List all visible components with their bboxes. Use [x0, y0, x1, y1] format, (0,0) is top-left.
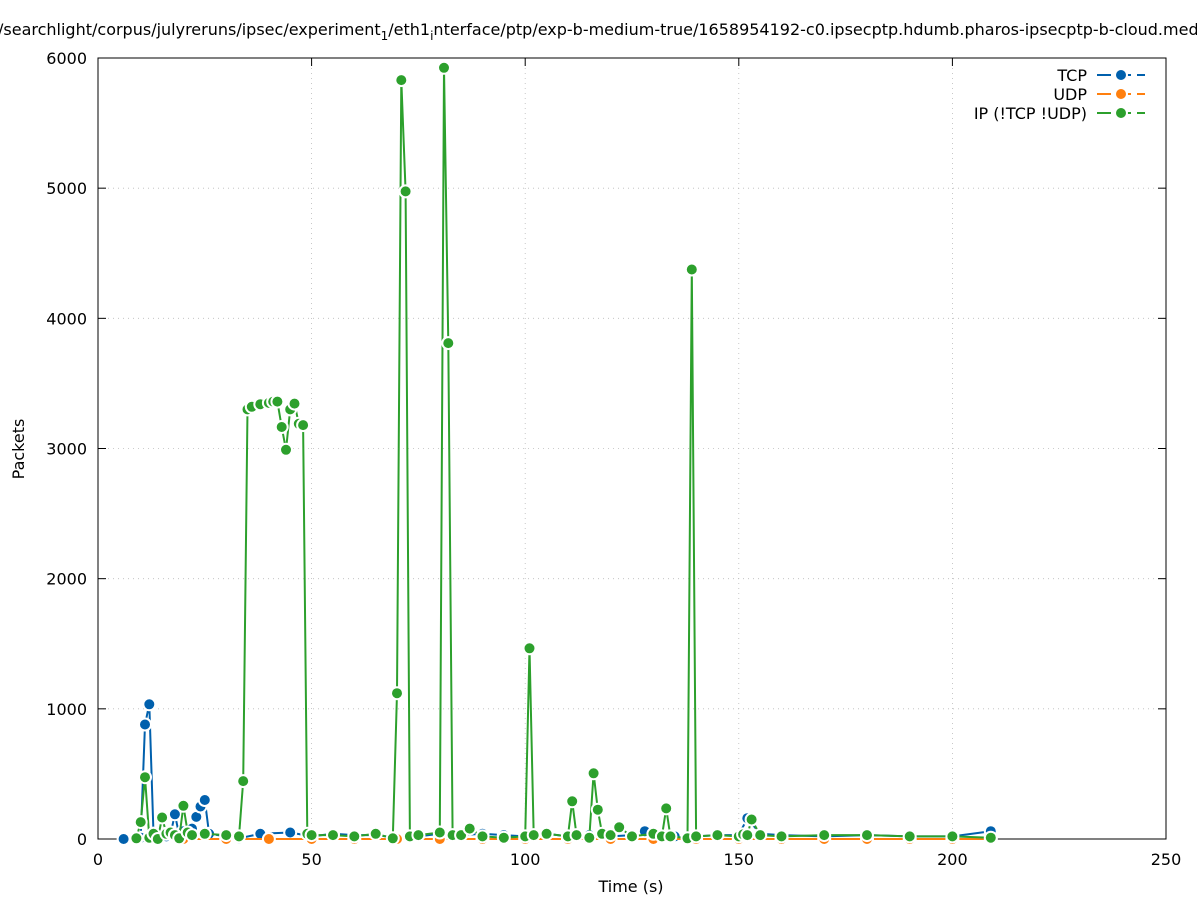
data-point: [385, 831, 400, 846]
y-tick-label: 4000: [46, 309, 87, 328]
y-tick-label: 0: [77, 830, 87, 849]
data-point: [689, 829, 704, 844]
data-point: [274, 420, 289, 434]
data-point: [740, 828, 755, 843]
data-point: [197, 826, 212, 841]
data-point: [753, 828, 768, 843]
data-point: [279, 442, 293, 457]
data-point: [296, 418, 311, 433]
x-tick-label: 0: [93, 850, 103, 869]
legend-marker: [1114, 87, 1128, 101]
data-point: [603, 828, 618, 843]
data-point: [185, 828, 199, 843]
data-point: [398, 184, 413, 199]
data-point: [236, 774, 251, 789]
data-point: [496, 830, 511, 845]
data-point: [176, 798, 191, 813]
legend-label: UDP: [1053, 85, 1087, 104]
y-axis-label: Packets: [9, 419, 28, 480]
data-point: [586, 766, 601, 781]
data-point: [394, 73, 409, 88]
data-point: [582, 830, 597, 845]
data-point: [817, 828, 832, 843]
data-point: [659, 801, 674, 816]
data-point: [390, 686, 404, 701]
data-point: [411, 828, 426, 843]
x-tick-label: 100: [510, 850, 541, 869]
legend-label: TCP: [1056, 66, 1087, 85]
data-point: [565, 794, 580, 809]
x-tick-label: 150: [724, 850, 755, 869]
data-point: [569, 828, 584, 843]
data-point: [155, 810, 170, 825]
data-point: [590, 802, 605, 817]
series-2: [129, 60, 998, 846]
data-point: [663, 829, 678, 844]
axis-ticks: 0 50 100 150 200 250 0 1000 2000 3000 4000 5000 6000: [46, 49, 1181, 869]
data-point: [219, 828, 234, 843]
data-point: [526, 828, 541, 843]
data-point: [710, 828, 725, 843]
y-tick-label: 1000: [46, 700, 87, 719]
x-tick-label: 50: [301, 850, 321, 869]
data-point: [270, 394, 285, 409]
data-point: [539, 826, 554, 841]
y-tick-label: 2000: [46, 570, 87, 589]
data-point: [304, 828, 319, 843]
data-point: [138, 717, 152, 732]
data-point: [475, 829, 490, 844]
data-point: [283, 825, 298, 840]
data-point: [612, 820, 627, 835]
legend-marker: [1114, 106, 1128, 120]
x-tick-label: 250: [1151, 850, 1182, 869]
data-point: [522, 641, 537, 656]
data-point: [142, 697, 157, 712]
data-point: [197, 793, 212, 807]
data-point: [432, 825, 447, 840]
chart-title: /searchlight/corpus/julyreruns/ipsec/exp…: [0, 20, 1197, 43]
data-point: [774, 829, 789, 844]
grid: [98, 58, 1166, 839]
legend-marker: [1114, 68, 1128, 82]
data-point: [261, 832, 276, 846]
data-point: [744, 812, 759, 827]
data-point: [347, 829, 362, 844]
data-point: [326, 828, 340, 843]
x-tick-label: 200: [937, 850, 968, 869]
data-point: [902, 829, 917, 844]
data-point: [368, 826, 383, 841]
data-point: [983, 830, 998, 845]
data-point: [287, 396, 302, 411]
data-point: [138, 770, 152, 785]
y-tick-label: 5000: [46, 179, 87, 198]
data-point: [437, 60, 451, 75]
legend-label: IP (!TCP !UDP): [974, 104, 1087, 123]
y-tick-label: 6000: [46, 49, 87, 68]
y-tick-label: 3000: [46, 440, 87, 459]
data-point: [129, 831, 144, 846]
data-point: [232, 829, 246, 844]
data-point: [167, 807, 182, 822]
series-layer: [116, 60, 998, 846]
x-axis-label: Time (s): [597, 877, 663, 896]
data-point: [860, 828, 874, 843]
data-point: [116, 832, 131, 846]
data-point: [945, 829, 960, 844]
data-point: [684, 262, 699, 277]
data-point: [625, 829, 639, 844]
data-point: [441, 336, 456, 351]
data-point: [133, 815, 148, 830]
data-point: [462, 821, 477, 836]
